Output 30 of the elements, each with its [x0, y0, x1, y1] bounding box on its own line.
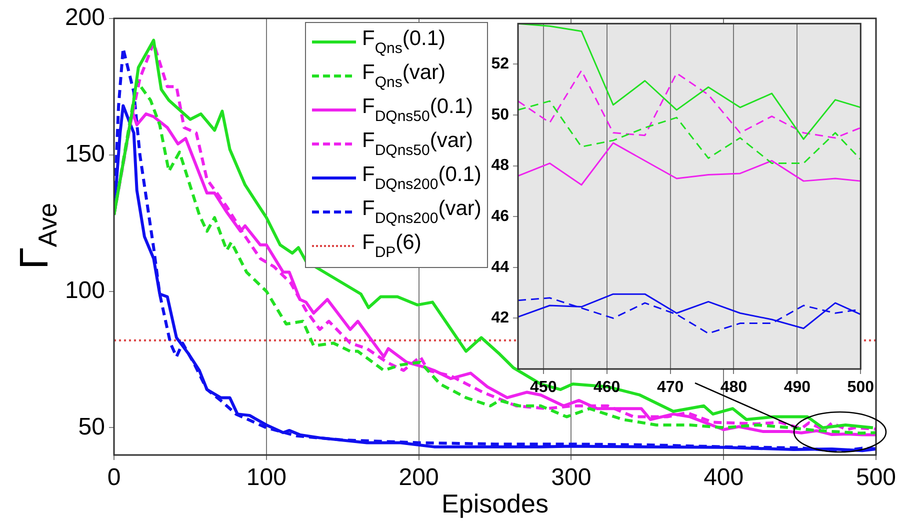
- y-tick-label: 46: [491, 208, 510, 226]
- x-tick-label: 0: [107, 464, 121, 492]
- x-tick-label: 470: [656, 379, 684, 396]
- legend-label: F$_{DQns50}$(var): [362, 129, 474, 159]
- x-tick-label: 400: [704, 464, 744, 492]
- legend-label: F$_{DP}$(6): [362, 231, 422, 261]
- legend-label: F$_{DQns200}$(var): [362, 197, 482, 227]
- legend-label: F$_{DQns200}$(0.1): [362, 163, 482, 193]
- x-tick-label: 490: [784, 379, 811, 396]
- legend-label: F$_{Qns}$(0.1): [362, 27, 446, 57]
- x-tick-label: 100: [246, 464, 286, 492]
- line-series: [518, 100, 861, 164]
- y-tick-label: 150: [64, 140, 105, 168]
- legend-label: F$_{DQns50}$(0.1): [362, 95, 474, 125]
- x-tick-label: 500: [847, 379, 874, 396]
- y-tick-label: 50: [78, 413, 105, 440]
- y-tick-label: 44: [491, 258, 510, 276]
- y-tick-label: 200: [64, 4, 105, 32]
- y-tick-label: 100: [64, 276, 105, 304]
- y-tick-label: 42: [491, 310, 510, 327]
- y-tick-label: 50: [491, 106, 510, 124]
- y-tick-label: 48: [491, 157, 510, 174]
- x-tick-label: 200: [398, 464, 439, 492]
- y-tick-label: 52: [491, 56, 510, 73]
- line-series: [518, 70, 861, 139]
- x-tick-label: 480: [720, 379, 748, 396]
- x-axis-title: Episodes: [442, 488, 548, 519]
- legend-label: F$_{Qns}$(var): [362, 61, 446, 91]
- x-tick-label: 500: [856, 464, 896, 492]
- x-tick-label: 300: [551, 464, 592, 492]
